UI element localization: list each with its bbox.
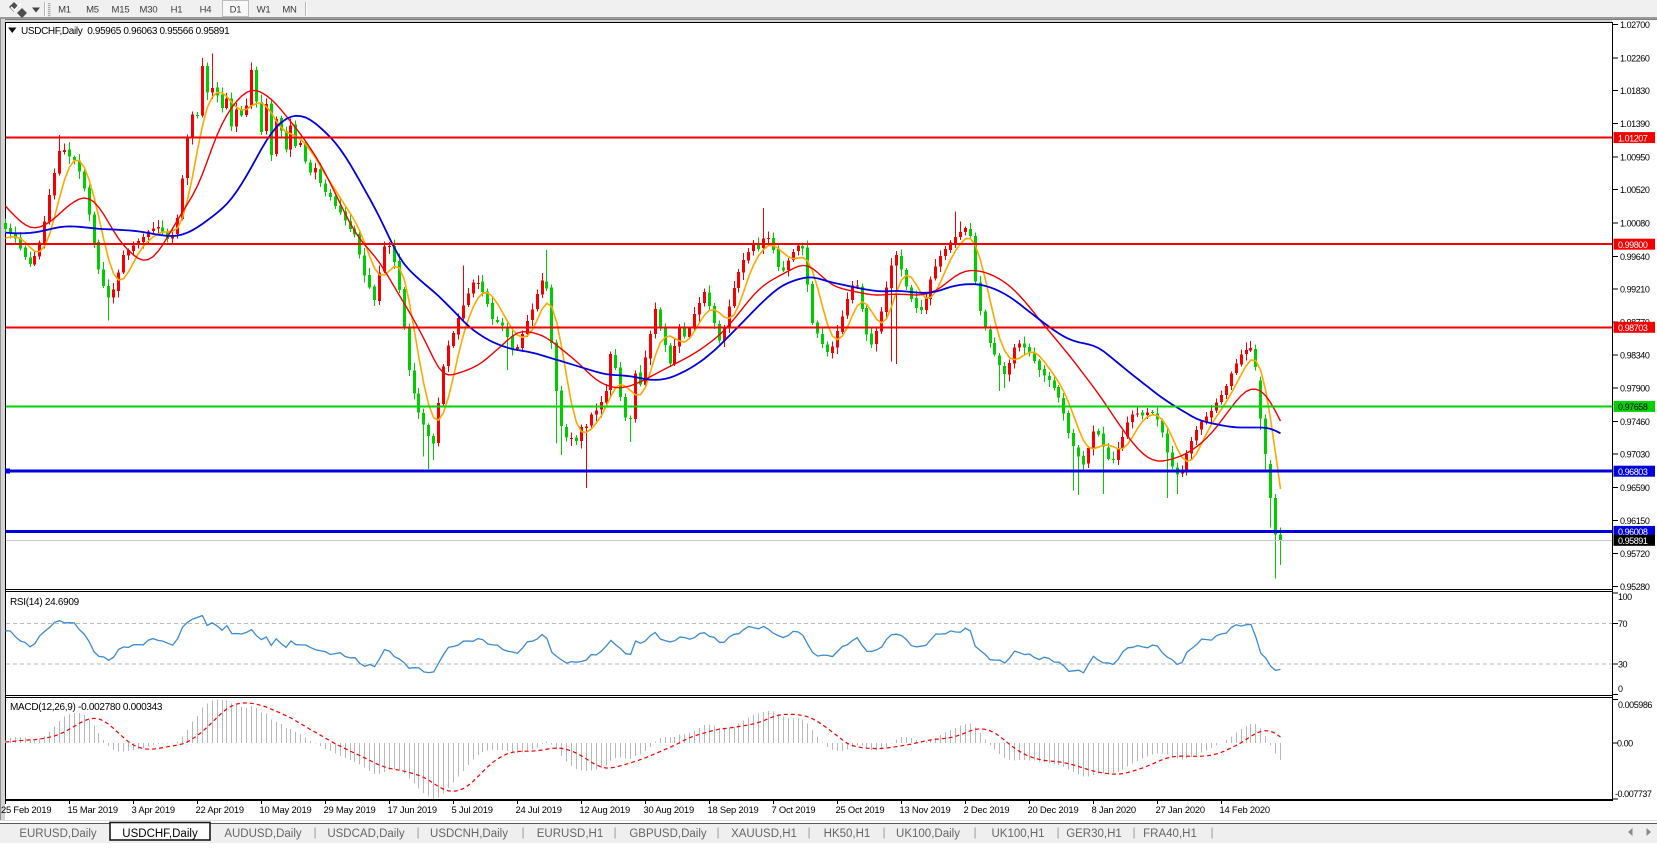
svg-text:USDCHF,Daily: USDCHF,Daily (122, 828, 198, 840)
svg-text:|: | (416, 825, 419, 839)
svg-text:1.00080: 1.00080 (1620, 219, 1650, 229)
svg-text:1.00520: 1.00520 (1620, 185, 1650, 195)
svg-text:22 Apr 2019: 22 Apr 2019 (196, 804, 244, 815)
svg-text:D1: D1 (230, 5, 242, 16)
svg-text:HK50,H1: HK50,H1 (824, 828, 871, 840)
svg-text:0.99640: 0.99640 (1620, 252, 1650, 262)
svg-text:30: 30 (1618, 660, 1628, 670)
svg-text:18 Sep 2019: 18 Sep 2019 (708, 804, 759, 815)
svg-text:XAUUSD,H1: XAUUSD,H1 (731, 828, 797, 840)
svg-text:5 Jul 2019: 5 Jul 2019 (452, 804, 493, 815)
svg-text:0.99800: 0.99800 (1618, 240, 1648, 250)
svg-text:0.97900: 0.97900 (1620, 384, 1650, 394)
svg-text:70: 70 (1618, 619, 1628, 629)
svg-text:20 Dec 2019: 20 Dec 2019 (1028, 804, 1079, 815)
svg-text:0.95280: 0.95280 (1620, 582, 1650, 592)
svg-text:RSI(14) 24.6909: RSI(14) 24.6909 (10, 597, 80, 608)
svg-text:MACD(12,26,9) -0.002780 0.0003: MACD(12,26,9) -0.002780 0.000343 (10, 702, 163, 713)
svg-text:0.96150: 0.96150 (1620, 516, 1650, 526)
svg-text:0.97030: 0.97030 (1620, 450, 1650, 460)
svg-text:M15: M15 (112, 5, 130, 16)
svg-text:0.00: 0.00 (1617, 739, 1633, 749)
svg-text:H4: H4 (200, 5, 212, 16)
svg-text:13 Nov 2019: 13 Nov 2019 (900, 804, 951, 815)
svg-text:|: | (521, 825, 524, 839)
svg-text:EURUSD,H1: EURUSD,H1 (537, 828, 603, 840)
svg-text:GBPUSD,Daily: GBPUSD,Daily (629, 828, 707, 840)
svg-text:-0.007737: -0.007737 (1615, 789, 1652, 799)
svg-text:AUDUSD,Daily: AUDUSD,Daily (224, 828, 302, 840)
svg-text:1.00950: 1.00950 (1620, 153, 1650, 163)
svg-text:H1: H1 (171, 5, 183, 16)
svg-text:0.97460: 0.97460 (1620, 417, 1650, 427)
svg-text:0: 0 (1618, 684, 1623, 694)
svg-text:|: | (973, 825, 976, 839)
svg-text:1.01830: 1.01830 (1620, 86, 1650, 96)
svg-text:|: | (1056, 825, 1059, 839)
svg-text:0.99210: 0.99210 (1620, 284, 1650, 294)
svg-text:100: 100 (1618, 592, 1632, 602)
svg-text:0.95720: 0.95720 (1620, 549, 1650, 559)
svg-text:|: | (807, 825, 810, 839)
svg-text:0.005986: 0.005986 (1618, 700, 1652, 710)
svg-text:|: | (716, 825, 719, 839)
svg-text:|: | (1132, 825, 1135, 839)
svg-text:M1: M1 (58, 5, 71, 16)
svg-text:2 Dec 2019: 2 Dec 2019 (964, 804, 1010, 815)
svg-text:0.98340: 0.98340 (1620, 350, 1650, 360)
svg-text:USDCAD,Daily: USDCAD,Daily (327, 828, 405, 840)
svg-text:14 Feb 2020: 14 Feb 2020 (1220, 804, 1270, 815)
svg-text:UK100,Daily: UK100,Daily (896, 828, 960, 840)
svg-text:UK100,H1: UK100,H1 (991, 828, 1044, 840)
svg-text:15 Mar 2019: 15 Mar 2019 (68, 804, 118, 815)
svg-text:MN: MN (282, 5, 297, 16)
svg-text:0.95891: 0.95891 (1618, 536, 1648, 546)
svg-text:12 Aug 2019: 12 Aug 2019 (580, 804, 630, 815)
svg-text:24 Jul 2019: 24 Jul 2019 (516, 804, 562, 815)
svg-text:USDCHF,Daily 0.95965 0.96063: USDCHF,Daily 0.95965 0.96063 0.95566 0.9… (21, 26, 230, 37)
svg-text:EURUSD,Daily: EURUSD,Daily (19, 828, 97, 840)
svg-text:25 Oct 2019: 25 Oct 2019 (836, 804, 885, 815)
svg-text:1.02700: 1.02700 (1620, 20, 1650, 30)
svg-text:0.98703: 0.98703 (1618, 323, 1648, 333)
svg-text:|: | (313, 825, 316, 839)
svg-text:8 Jan 2020: 8 Jan 2020 (1092, 804, 1136, 815)
svg-text:30 Aug 2019: 30 Aug 2019 (644, 804, 694, 815)
svg-text:0.97658: 0.97658 (1618, 402, 1648, 412)
svg-text:M30: M30 (140, 5, 158, 16)
svg-text:|: | (613, 825, 616, 839)
svg-text:1.01207: 1.01207 (1618, 133, 1648, 143)
svg-text:GER30,H1: GER30,H1 (1066, 828, 1122, 840)
svg-text:FRA40,H1: FRA40,H1 (1143, 828, 1197, 840)
svg-text:|: | (882, 825, 885, 839)
svg-text:USDCNH,Daily: USDCNH,Daily (430, 828, 508, 840)
svg-text:0.96590: 0.96590 (1620, 483, 1650, 493)
svg-text:|: | (1210, 825, 1213, 839)
svg-text:1.01390: 1.01390 (1620, 119, 1650, 129)
svg-text:29 May 2019: 29 May 2019 (324, 804, 376, 815)
svg-text:27 Jan 2020: 27 Jan 2020 (1156, 804, 1205, 815)
svg-text:25 Feb 2019: 25 Feb 2019 (1, 804, 51, 815)
svg-text:3 Apr 2019: 3 Apr 2019 (132, 804, 175, 815)
svg-text:17 Jun 2019: 17 Jun 2019 (388, 804, 437, 815)
svg-text:1.02260: 1.02260 (1620, 53, 1650, 63)
svg-text:0.96803: 0.96803 (1618, 467, 1648, 477)
svg-text:W1: W1 (257, 5, 271, 16)
svg-text:7 Oct 2019: 7 Oct 2019 (772, 804, 816, 815)
svg-text:M5: M5 (86, 5, 99, 16)
svg-text:10 May 2019: 10 May 2019 (260, 804, 312, 815)
svg-text:0.96008: 0.96008 (1618, 527, 1648, 537)
